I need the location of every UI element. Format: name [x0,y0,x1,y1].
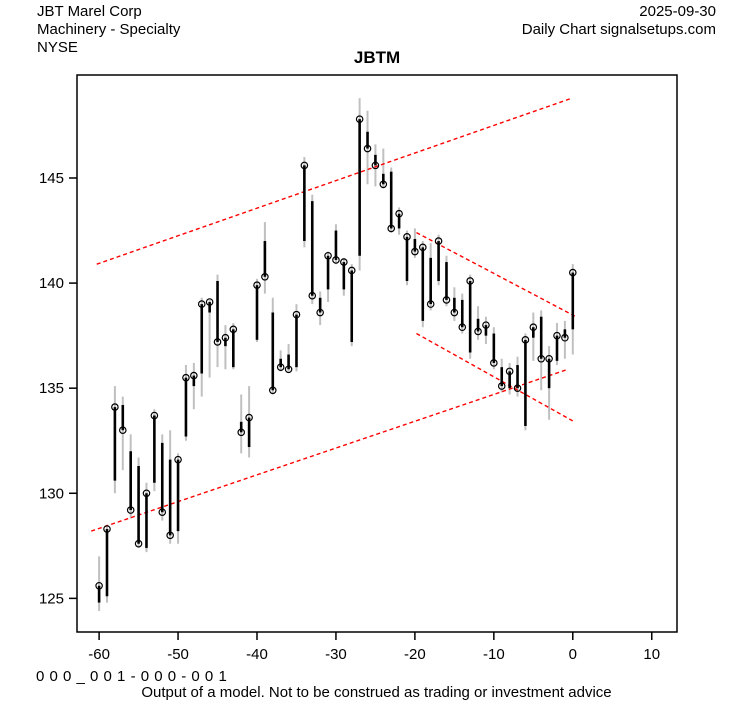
close-marker [568,268,577,277]
industry-label: Machinery - Specialty [37,21,181,38]
company-name: JBT Marel Corp [37,3,142,20]
close-marker [300,161,309,170]
header-right: 2025-09-30 Daily Chart signalsetups.com [522,3,716,39]
falling-channel-upper-trendline [416,232,577,318]
y-axis-tick-label: 130 [39,485,64,502]
plot-border [76,74,678,633]
close-marker [450,308,459,317]
close-marker [442,296,451,304]
x-axis-tick-label: 0 [569,646,577,663]
close-marker [466,277,474,285]
close-marker [197,300,206,308]
close-marker [395,209,403,218]
close-marker [150,411,159,420]
close-marker [316,308,324,317]
close-marker [276,363,285,371]
x-axis-tick-label: -30 [325,646,347,663]
close-marker [237,428,246,437]
close-marker [513,384,522,392]
close-marker [561,333,569,342]
close-marker [166,531,174,540]
close-marker [213,338,222,346]
close-marker [387,224,396,233]
y-axis-tick-label: 135 [39,380,64,397]
close-marker [308,291,317,300]
close-marker [174,455,182,464]
close-marker [205,298,214,306]
close-marker [126,506,135,514]
close-marker [245,413,253,422]
x-axis-tick-label: 10 [643,646,660,663]
close-marker [505,367,514,376]
close-marker [418,243,427,252]
close-marker [134,539,143,548]
close-marker [545,354,553,363]
close-marker [190,371,198,380]
close-marker [426,300,435,308]
close-marker [118,426,127,435]
close-marker [490,359,498,367]
close-marker [537,354,546,363]
x-axis-tick-label: -20 [404,646,426,663]
close-marker [379,180,388,189]
y-axis-tick-label: 140 [39,275,64,292]
close-marker [497,382,506,390]
chart-source: Daily Chart signalsetups.com [521,21,716,38]
y-axis-tick-label: 145 [39,170,64,187]
disclaimer-text: Output of a model. Not to be construed a… [141,684,612,701]
close-marker [458,323,467,332]
ticker-title: JBTM [353,48,401,67]
close-marker [553,331,561,340]
close-marker [229,325,238,334]
rising-channel-upper-trendline [96,97,573,265]
close-marker [529,323,538,332]
close-marker [158,508,167,516]
close-marker [332,256,340,264]
close-marker [182,373,190,382]
close-marker [521,336,530,344]
model-code: 0 0 0 _ 0 0 1 - 0 0 0 - 0 0 1 [36,668,228,685]
close-marker [482,321,490,329]
y-axis-tick-label: 125 [39,590,64,607]
close-marker [95,581,103,590]
x-axis-tick-label: -40 [246,646,268,663]
close-marker [347,266,356,275]
x-axis-tick-label: -60 [88,646,110,663]
chart-date: 2025-09-30 [639,3,716,20]
header-left: JBT Marel Corp Machinery - Specialty NYS… [37,3,180,57]
close-marker [340,258,348,266]
x-axis-tick-label: -50 [167,646,189,663]
close-marker [363,144,372,153]
close-marker [253,281,261,289]
close-marker [142,489,151,498]
close-marker [355,115,364,123]
close-marker [103,525,111,533]
close-marker [324,251,332,260]
close-marker [434,237,443,245]
falling-channel-lower-trendline [416,332,575,423]
close-marker [371,161,380,170]
close-marker [268,386,277,395]
x-axis-tick-label: -10 [483,646,505,663]
close-marker [403,233,411,241]
close-marker [411,247,419,256]
close-marker [261,272,269,281]
close-marker [292,310,301,319]
close-marker [284,365,293,374]
close-marker [221,333,230,342]
close-marker [111,403,119,411]
close-marker [474,327,482,336]
exchange-label: NYSE [37,39,78,56]
